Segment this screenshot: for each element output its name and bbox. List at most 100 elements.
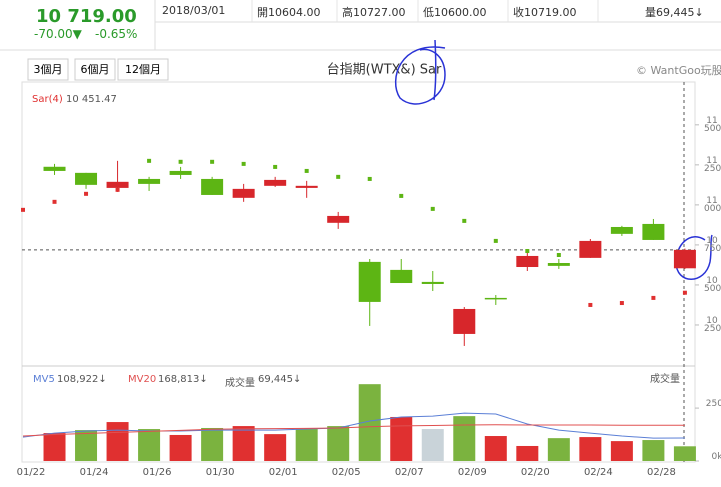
- sar-dot: [273, 164, 278, 169]
- candle-body: [264, 179, 287, 186]
- candle-body: [327, 215, 350, 223]
- candle-body: [106, 181, 129, 188]
- info-open: 開10604.00: [257, 6, 321, 19]
- candle-body: [358, 261, 381, 302]
- change: -70.00▼: [34, 27, 82, 41]
- ma-line: [22, 424, 685, 437]
- candle-body: [138, 178, 161, 184]
- ma-line: [22, 412, 685, 439]
- x-tick-label: 02/20: [521, 467, 550, 478]
- candle-body: [295, 185, 318, 188]
- volume-bar: [484, 436, 507, 461]
- annotation: [675, 234, 713, 280]
- info-volume: 量69,445↓: [645, 6, 704, 19]
- range-button[interactable]: [117, 58, 169, 81]
- volume-bar: [358, 384, 381, 461]
- candle-body: [547, 263, 570, 266]
- candle-body: [453, 308, 476, 334]
- volume-legend: 成交量: [225, 378, 255, 389]
- range-label[interactable]: 6個月: [81, 63, 110, 76]
- ma-legend: MV5: [33, 374, 55, 385]
- y-tick-label: 10 250: [704, 315, 721, 334]
- y-tick-label: 250k: [705, 399, 721, 410]
- candle-body: [642, 223, 665, 240]
- candle-body: [516, 255, 539, 268]
- sar-dot: [588, 302, 593, 307]
- candle-body: [43, 166, 66, 171]
- volume-bar: [169, 434, 192, 461]
- sar-dot: [556, 252, 561, 257]
- candle-body: [390, 269, 413, 284]
- volume-bar: [516, 445, 539, 461]
- candle-body: [421, 281, 444, 284]
- candle-body: [169, 170, 192, 175]
- candle-body: [201, 178, 224, 195]
- sar-dot: [399, 193, 404, 198]
- range-button[interactable]: [27, 58, 69, 81]
- sar-legend: Sar(4): [32, 94, 63, 105]
- sar-dot: [210, 159, 215, 164]
- volume-bar: [75, 430, 98, 461]
- range-button[interactable]: [74, 58, 116, 81]
- x-tick-label: 01/22: [17, 467, 46, 478]
- sar-dot: [241, 161, 246, 166]
- sar-dot: [619, 301, 624, 306]
- sar-dot: [651, 295, 656, 300]
- volume-bar: [232, 426, 255, 461]
- sar-dot: [462, 218, 467, 223]
- sar-dot: [525, 248, 530, 253]
- sar-dot: [147, 158, 152, 163]
- volume-bar: [421, 429, 444, 461]
- y-tick-label: 11 500: [704, 115, 721, 134]
- volume-bar: [390, 416, 413, 461]
- volume-bar: [579, 437, 602, 461]
- sar-dot: [493, 238, 498, 243]
- ma-legend-value: 108,922↓: [57, 374, 107, 385]
- x-tick-label: 02/28: [647, 467, 676, 478]
- x-tick-label: 01/26: [143, 467, 172, 478]
- x-tick-label: 02/07: [395, 467, 424, 478]
- sar-dot: [178, 159, 183, 164]
- x-tick-label: 01/24: [80, 467, 109, 478]
- volume-bar: [201, 427, 224, 461]
- sar-dot: [682, 290, 687, 295]
- sar-dot: [84, 191, 89, 196]
- x-tick-label: 02/01: [269, 467, 298, 478]
- volume-bar: [610, 441, 633, 461]
- volume-bar: [43, 433, 66, 461]
- y-tick-label: 11 250: [704, 155, 721, 174]
- sar-dot: [336, 174, 341, 179]
- info-low: 低10600.00: [423, 6, 487, 19]
- candle-body: [75, 172, 98, 185]
- volume-bar: [642, 440, 665, 461]
- y-tick-label: 11 000: [704, 195, 721, 214]
- sar-dot: [304, 168, 309, 173]
- info-date: 2018/03/01: [162, 4, 226, 17]
- candle-body: [610, 226, 633, 234]
- volume-bar: [106, 422, 129, 461]
- x-tick-label: 01/30: [206, 467, 235, 478]
- sar-dot: [115, 187, 120, 192]
- annotation: [394, 39, 446, 105]
- volume-bar: [264, 434, 287, 461]
- sar-dot: [430, 206, 435, 211]
- range-label[interactable]: 3個月: [34, 63, 63, 76]
- candle-body: [673, 249, 696, 269]
- price: 10 719.00: [36, 6, 137, 27]
- info-high: 高10727.00: [342, 6, 406, 19]
- chart-title: 台指期(WTX&) Sar: [327, 63, 442, 78]
- sar-dot: [52, 199, 57, 204]
- ma-legend: MV20: [128, 374, 157, 385]
- y-tick-label: 0k: [711, 452, 721, 462]
- volume-axis-title: 成交量: [650, 374, 680, 385]
- x-tick-label: 02/05: [332, 467, 361, 478]
- sar-dot: [21, 207, 25, 212]
- range-label[interactable]: 12個月: [125, 63, 161, 76]
- volume-bar: [295, 429, 318, 461]
- volume-bar: [138, 429, 161, 461]
- x-tick-label: 02/09: [458, 467, 487, 478]
- volume-bar: [547, 438, 570, 461]
- volume-bar: [673, 446, 696, 461]
